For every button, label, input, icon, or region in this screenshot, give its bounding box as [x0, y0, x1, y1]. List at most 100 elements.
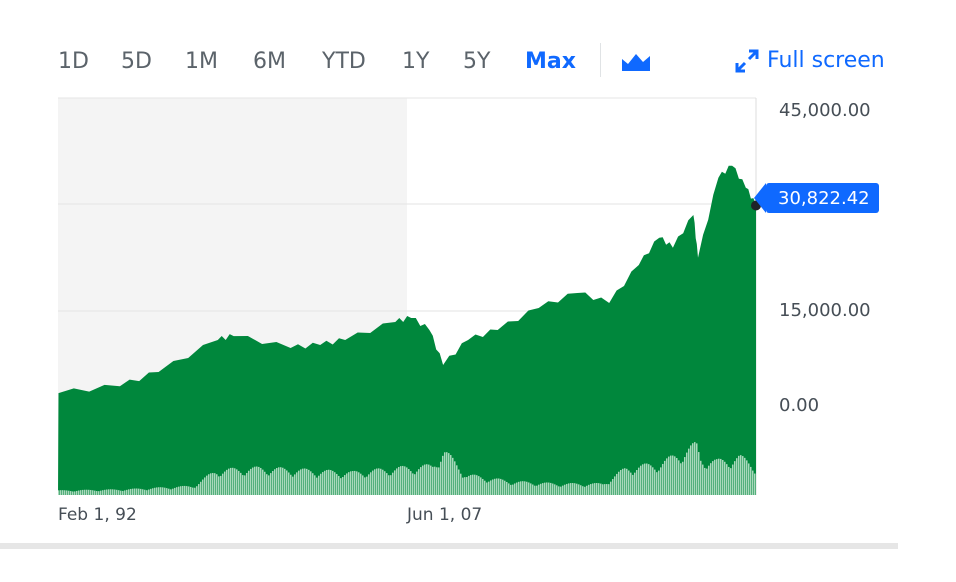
volume-bar: [294, 474, 296, 495]
volume-bar: [394, 470, 396, 495]
volume-bar: [200, 481, 202, 495]
volume-bar: [142, 489, 144, 495]
volume-bar: [570, 483, 572, 495]
price-area: [58, 165, 756, 495]
volume-bar: [268, 475, 270, 495]
horizontal-scrollbar[interactable]: [0, 543, 898, 549]
volume-bar: [316, 477, 318, 495]
volume-bar: [370, 472, 372, 495]
price-chart[interactable]: [0, 0, 956, 540]
volume-bar: [412, 473, 414, 495]
volume-bar: [94, 490, 96, 495]
volume-bar: [156, 487, 158, 495]
volume-bar: [170, 489, 172, 495]
volume-bar: [138, 488, 140, 495]
y-tick-label: 45,000.00: [779, 100, 871, 121]
range-max[interactable]: Max: [525, 49, 576, 74]
range-5d[interactable]: 5D: [121, 49, 152, 74]
volume-bar: [308, 469, 310, 495]
volume-bar: [98, 491, 100, 495]
volume-bar: [214, 473, 216, 495]
volume-bar: [330, 470, 332, 495]
volume-bar: [432, 466, 434, 495]
volume-bar: [390, 475, 392, 495]
volume-bar: [182, 485, 184, 495]
volume-bar: [284, 468, 286, 495]
volume-bar: [232, 467, 234, 495]
volume-bar: [272, 470, 274, 495]
volume-bar: [754, 473, 756, 495]
volume-bar: [404, 466, 406, 495]
volume-bar: [270, 473, 272, 495]
current-price-tag: 30,822.42: [754, 183, 879, 213]
range-ytd[interactable]: YTD: [322, 49, 366, 74]
volume-bar: [466, 477, 468, 495]
volume-bar: [552, 483, 554, 495]
volume-bar: [700, 460, 702, 495]
volume-bar: [696, 443, 698, 495]
mountain-chart-icon[interactable]: [622, 53, 650, 75]
range-5y[interactable]: 5Y: [463, 49, 491, 74]
volume-bar: [192, 487, 194, 495]
volume-bar: [736, 458, 738, 495]
volume-bar: [710, 463, 712, 495]
volume-bar: [374, 469, 376, 495]
fullscreen-button[interactable]: Full screen: [735, 48, 885, 73]
volume-bar: [58, 490, 60, 495]
volume-bar: [60, 490, 62, 495]
volume-bar: [474, 474, 476, 495]
volume-bar: [612, 479, 614, 495]
volume-bar: [672, 455, 674, 495]
volume-bar: [414, 474, 416, 495]
volume-bar: [362, 475, 364, 495]
fullscreen-label: Full screen: [767, 48, 885, 73]
volume-bar: [114, 489, 116, 495]
volume-bar: [500, 478, 502, 495]
volume-bar: [340, 478, 342, 495]
volume-bar: [152, 488, 154, 495]
volume-bar: [128, 489, 130, 495]
volume-bar: [580, 485, 582, 495]
volume-bar: [314, 475, 316, 495]
volume-bar: [126, 489, 128, 495]
x-tick-label: Jun 1, 07: [407, 505, 483, 525]
range-1m[interactable]: 1M: [185, 49, 218, 74]
volume-bar: [568, 483, 570, 495]
volume-bar: [662, 463, 664, 495]
volume-bar: [102, 490, 104, 495]
volume-bar: [556, 485, 558, 495]
volume-bar: [752, 470, 754, 495]
volume-bar: [464, 477, 466, 495]
range-1y[interactable]: 1Y: [402, 49, 430, 74]
volume-bar: [222, 473, 224, 495]
volume-bar: [256, 466, 258, 495]
volume-bar: [592, 483, 594, 495]
volume-bar: [368, 474, 370, 495]
range-6m[interactable]: 6M: [253, 49, 286, 74]
volume-bar: [656, 472, 658, 495]
volume-bar: [84, 489, 86, 495]
volume-bar: [606, 484, 608, 495]
volume-bar: [704, 467, 706, 495]
volume-bar: [542, 483, 544, 495]
volume-bar: [148, 489, 150, 495]
volume-bar: [186, 486, 188, 495]
volume-bar: [694, 442, 696, 495]
volume-bar: [530, 483, 532, 495]
volume-bar: [534, 485, 536, 495]
volume-bar: [682, 461, 684, 495]
volume-bar: [494, 478, 496, 495]
volume-bar: [424, 464, 426, 495]
range-1d[interactable]: 1D: [58, 49, 89, 74]
volume-bar: [350, 471, 352, 495]
volume-bar: [190, 486, 192, 495]
volume-bar: [326, 469, 328, 495]
volume-bar: [536, 485, 538, 495]
volume-bar: [550, 482, 552, 495]
volume-bar: [458, 469, 460, 495]
volume-bar: [120, 490, 122, 495]
volume-bar: [478, 476, 480, 495]
volume-bar: [398, 466, 400, 495]
volume-bar: [338, 475, 340, 495]
volume-bar: [96, 491, 98, 495]
